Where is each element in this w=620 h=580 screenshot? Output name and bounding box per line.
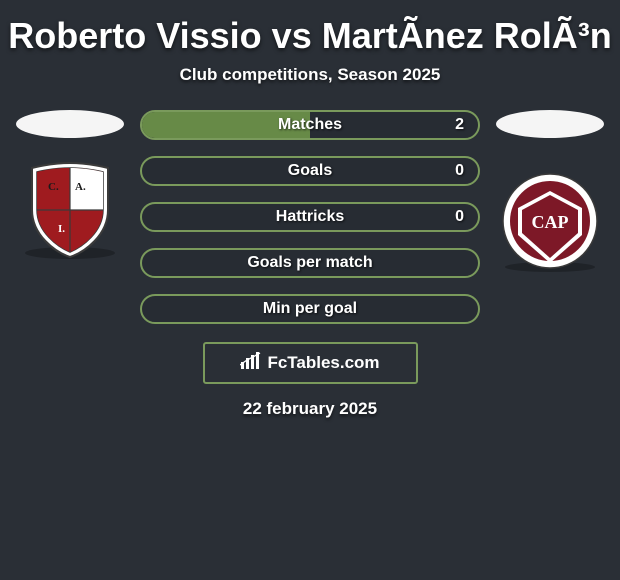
stat-row-hattricks: Hattricks 0 bbox=[140, 202, 480, 232]
stat-value: 0 bbox=[455, 162, 464, 180]
stat-row-matches: Matches 2 bbox=[140, 110, 480, 140]
fctables-logo-text: FcTables.com bbox=[267, 353, 379, 373]
stat-value: 2 bbox=[455, 116, 464, 134]
svg-text:I.: I. bbox=[58, 223, 65, 235]
svg-text:CAP: CAP bbox=[532, 212, 569, 232]
comparison-card: Roberto Vissio vs MartÃnez RolÃ³n Club c… bbox=[0, 0, 620, 419]
page-title: Roberto Vissio vs MartÃnez RolÃ³n bbox=[0, 15, 620, 57]
player-photo-left-placeholder bbox=[16, 110, 124, 138]
club-badge-left: C. A. I. bbox=[20, 160, 120, 260]
stat-label: Goals bbox=[288, 162, 332, 180]
stat-label: Hattricks bbox=[276, 208, 344, 226]
club-badge-right: CAP bbox=[500, 173, 600, 273]
stat-label: Min per goal bbox=[263, 300, 357, 318]
player-photo-right-placeholder bbox=[496, 110, 604, 138]
date-text: 22 february 2025 bbox=[0, 399, 620, 419]
svg-text:C.: C. bbox=[48, 181, 59, 193]
subtitle: Club competitions, Season 2025 bbox=[0, 65, 620, 85]
stat-label: Matches bbox=[278, 116, 342, 134]
chart-bars-icon bbox=[240, 352, 262, 375]
stats-rows: Matches 2 Goals 0 Hattricks 0 Goals per … bbox=[140, 110, 480, 324]
fctables-logo-box: FcTables.com bbox=[203, 342, 418, 384]
left-column: C. A. I. bbox=[10, 110, 130, 260]
stat-label: Goals per match bbox=[247, 254, 372, 272]
stat-row-goals: Goals 0 bbox=[140, 156, 480, 186]
svg-text:A.: A. bbox=[75, 181, 86, 193]
stat-row-min-per-goal: Min per goal bbox=[140, 294, 480, 324]
right-column: CAP bbox=[490, 110, 610, 273]
stat-value: 0 bbox=[455, 208, 464, 226]
stats-area: C. A. I. Matches 2 Goals 0 Hattricks 0 bbox=[0, 110, 620, 324]
stat-row-goals-per-match: Goals per match bbox=[140, 248, 480, 278]
